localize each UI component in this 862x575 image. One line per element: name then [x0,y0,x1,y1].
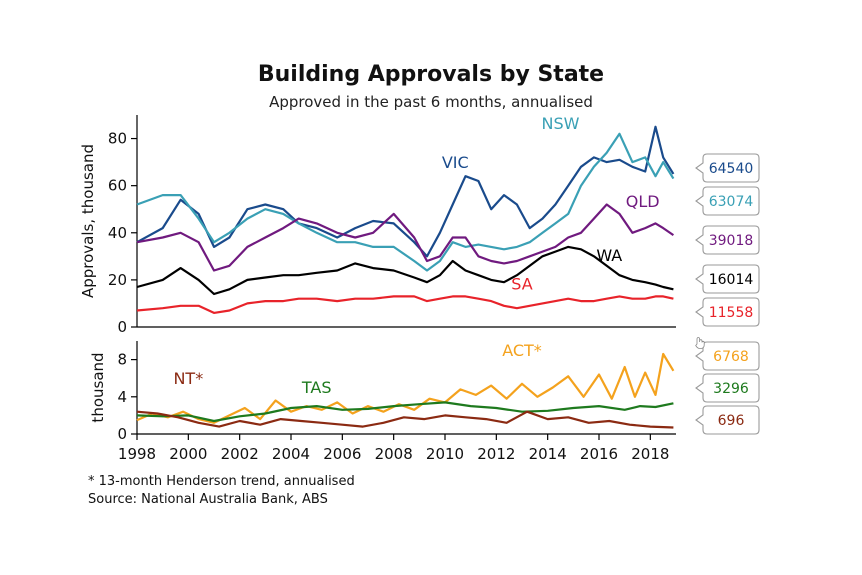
series-label-sa: SA [511,274,532,293]
y-tick-label: 60 [108,177,127,195]
value-callout-nt: 696 [695,405,760,435]
series-line-nt [136,410,674,429]
y-tick-label: 8 [117,351,127,369]
series-line-tas [136,401,674,423]
x-tick-label: 2002 [221,445,259,463]
value-callout-qld: 39018 [695,225,760,255]
y-tick-label: 80 [108,130,127,148]
top-panel: 0 20 40 60 80 Approvals, thousand [79,115,676,336]
value-callout-act: 6768 [695,341,760,371]
value-callout-wa: 16014 [695,264,760,294]
value-callout-nsw: 63074 [695,186,760,216]
bottom-panel: 0 4 8 thousand 1998 2000 2002 2004 2006 2008 201… [89,341,676,463]
latest-value: 6768 [713,349,749,365]
x-tick-label: 2000 [169,445,207,463]
latest-value: 696 [718,413,745,429]
latest-value: 3296 [713,381,749,397]
latest-value: 63074 [709,194,754,210]
y-tick-label: 40 [108,224,127,242]
x-tick-label: 2006 [323,445,361,463]
value-callout-tas: 3296 [695,373,760,403]
x-tick-label: 2012 [477,445,515,463]
series-label-wa: WA [596,246,622,265]
series-line-qld [136,203,675,272]
y-tick-label: 0 [117,318,127,336]
top-y-axis-label: Approvals, thousand [79,144,97,298]
top-y-ticks: 0 20 40 60 80 [108,130,137,336]
y-tick-label: 4 [117,388,127,406]
series-labels: VIC NSW QLD WA SA ACT* TAS NT* [173,114,659,397]
value-callout-sa: 11558 [695,297,760,327]
bottom-series-lines [136,352,675,429]
series-label-nt: NT* [173,369,203,388]
series-line-vic [136,125,675,258]
x-tick-label: 2004 [272,445,310,463]
chart-subtitle: Approved in the past 6 months, annualise… [269,93,593,111]
series-line-act [136,352,675,424]
latest-value: 16014 [709,272,754,288]
x-axis-ticks: 1998 2000 2002 2004 2006 2008 2010 2012 2014 2016… [118,434,669,463]
bottom-y-ticks: 0 4 8 [117,351,137,443]
series-label-nsw: NSW [542,114,580,133]
x-tick-label: 2010 [426,445,464,463]
latest-value-callouts: 64540 63074 39018 16014 11558 6768 3296 696 [695,153,760,435]
bottom-y-axis-label: thousand [89,352,107,422]
y-tick-label: 20 [108,271,127,289]
series-line-nsw [136,132,675,272]
x-tick-label: 2016 [580,445,618,463]
series-line-sa [136,295,674,314]
latest-value: 64540 [709,161,754,177]
hand-cursor-icon [695,337,705,349]
top-series-lines [136,125,675,314]
source-note: Source: National Australia Bank, ABS [88,492,328,507]
series-label-qld: QLD [626,192,660,211]
series-line-wa [136,245,674,296]
value-callout-vic: 64540 [695,153,760,183]
footnote: * 13-month Henderson trend, annualised [88,474,355,489]
y-tick-label: 0 [117,425,127,443]
series-label-act: ACT* [502,341,542,360]
x-tick-label: 1998 [118,445,156,463]
series-label-vic: VIC [442,153,469,172]
chart-title: Building Approvals by State [257,62,605,87]
x-tick-label: 2014 [529,445,567,463]
series-label-tas: TAS [301,378,332,397]
x-tick-label: 2008 [375,445,413,463]
latest-value: 11558 [709,305,754,321]
latest-value: 39018 [709,233,754,249]
x-tick-label: 2018 [631,445,669,463]
